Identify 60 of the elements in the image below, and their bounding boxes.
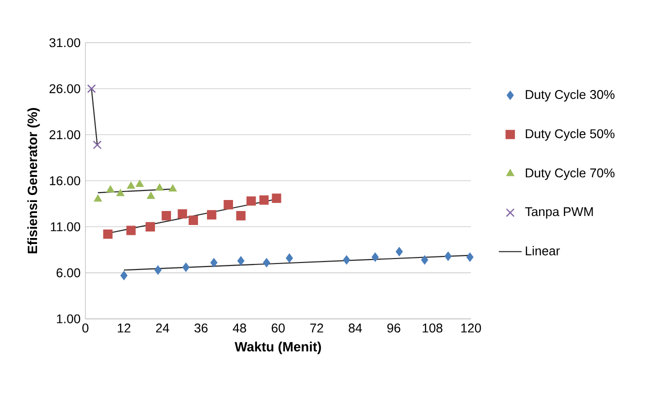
point bbox=[286, 253, 293, 263]
y-tick-label: 21.00 bbox=[50, 130, 80, 140]
point bbox=[182, 262, 190, 272]
point bbox=[162, 211, 172, 220]
x-axis-title: Waktu (Menit) bbox=[234, 342, 321, 354]
point bbox=[372, 252, 379, 262]
x-tick-label: 72 bbox=[310, 324, 324, 332]
y-tick-label: 6.00 bbox=[56, 268, 80, 278]
point bbox=[188, 216, 198, 226]
point bbox=[224, 200, 234, 210]
point bbox=[106, 185, 115, 192]
y-axis-title: Efisiensi Generator (%) bbox=[27, 108, 40, 254]
point bbox=[120, 270, 128, 280]
point bbox=[136, 180, 144, 187]
point bbox=[178, 209, 188, 219]
legend-label: Tanpa PWM bbox=[525, 207, 593, 219]
point bbox=[126, 182, 136, 189]
x-tick-label: 48 bbox=[232, 324, 246, 333]
point bbox=[396, 247, 403, 256]
point bbox=[146, 192, 156, 199]
y-tick-label: 16.00 bbox=[50, 176, 80, 186]
point bbox=[343, 255, 350, 265]
point bbox=[103, 230, 113, 239]
point bbox=[156, 184, 164, 191]
x-tick-label: 60 bbox=[272, 324, 285, 333]
y-tick-label: 1.00 bbox=[56, 314, 80, 324]
x-tick-label: 84 bbox=[348, 324, 362, 333]
point bbox=[94, 194, 102, 202]
point bbox=[126, 226, 136, 236]
point bbox=[146, 222, 155, 232]
legend-label: Duty Cycle 30% bbox=[526, 90, 614, 102]
x-tick-label: 108 bbox=[422, 324, 442, 333]
y-tick-label: 11.00 bbox=[50, 222, 80, 232]
x-tick-label: 24 bbox=[156, 324, 170, 332]
y-tick-label: 31.00 bbox=[49, 38, 80, 48]
point bbox=[210, 258, 218, 268]
point bbox=[116, 189, 124, 196]
point bbox=[237, 256, 244, 266]
x-tick-label: 0 bbox=[82, 324, 88, 333]
point bbox=[92, 140, 102, 150]
legend-label: Duty Cycle 70% bbox=[526, 168, 614, 180]
x-tick-label: 36 bbox=[194, 324, 208, 333]
point bbox=[421, 255, 428, 265]
point bbox=[259, 195, 269, 205]
point bbox=[466, 252, 474, 262]
point bbox=[236, 211, 246, 220]
point bbox=[263, 258, 270, 268]
point bbox=[246, 196, 256, 206]
point bbox=[168, 184, 177, 192]
x-tick-label: 120 bbox=[461, 324, 481, 333]
point bbox=[154, 265, 162, 275]
legend-label: Duty Cycle 50% bbox=[526, 128, 614, 141]
y-tick-label: 26.00 bbox=[50, 84, 80, 94]
point bbox=[87, 84, 96, 94]
point bbox=[206, 210, 216, 220]
legend-label: Linear bbox=[526, 246, 560, 256]
x-tick-label: 96 bbox=[387, 324, 400, 333]
point bbox=[444, 252, 452, 261]
x-tick-label: 12 bbox=[118, 324, 130, 332]
point bbox=[272, 194, 282, 203]
